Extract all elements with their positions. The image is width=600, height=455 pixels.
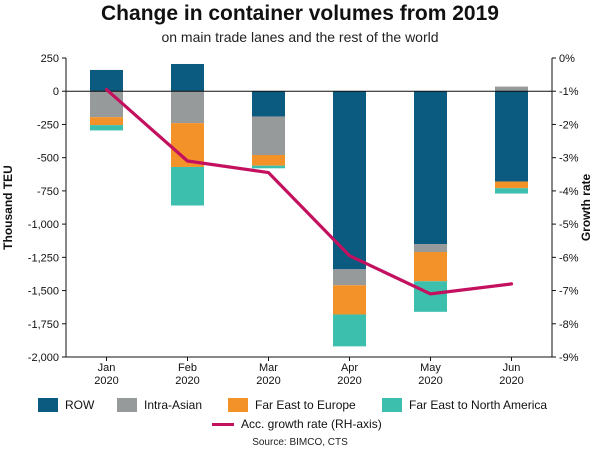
bar-far-east-to-north-america-jun: [495, 188, 528, 194]
legend-item-intra-asian: Intra-Asian: [117, 398, 202, 412]
bar-intra-asian-jan: [90, 91, 123, 118]
legend-label-growth-rate: Acc. growth rate (RH-axis): [241, 417, 382, 431]
y-tick-label: -1,250: [28, 252, 59, 264]
bar-row-jun: [495, 91, 528, 182]
x-tick-label-month: Jan: [98, 362, 116, 374]
chart-title: Change in container volumes from 2019: [101, 2, 499, 25]
bar-far-east-to-north-america-mar: [252, 165, 285, 169]
x-tick-label-month: Apr: [341, 362, 358, 374]
x-tick-label-month: Mar: [259, 362, 278, 374]
bar-row-jan: [90, 69, 123, 92]
bar-far-east-to-north-america-may: [414, 281, 447, 312]
legend-swatch-far-east-europe: [228, 398, 248, 412]
y-tick-label: -2,000: [28, 352, 59, 364]
y2-tick-label: -9%: [559, 352, 579, 364]
y2-tick-label: -2%: [559, 119, 579, 131]
bar-intra-asian-may: [414, 244, 447, 253]
legend-label-far-east-europe: Far East to Europe: [255, 398, 356, 412]
legend-item-growth-rate: Acc. growth rate (RH-axis): [212, 417, 382, 431]
x-tick-label-month: Feb: [178, 362, 197, 374]
legend-label-row: ROW: [65, 398, 95, 412]
x-tick-label-year: 2020: [337, 375, 361, 387]
chart-subtitle: on main trade lanes and the rest of the …: [161, 29, 439, 45]
bar-far-east-to-europe-may: [414, 252, 447, 282]
bar-far-east-to-north-america-apr: [333, 314, 366, 347]
y-tick-label: -250: [37, 119, 59, 131]
x-tick-label-year: 2020: [175, 375, 199, 387]
chart-plot-svg: 250 0 -250 -500 -750 -1,000 -1,250 -1,500 -1,750…: [1, 53, 593, 387]
y-tick-label: -750: [37, 186, 59, 198]
y-tick-label: -1,750: [28, 319, 59, 331]
bar-intra-asian-jun: [495, 86, 528, 92]
bar-row-may: [414, 91, 447, 245]
y2-tick-label: -1%: [559, 86, 579, 98]
y-tick-label: -1,000: [28, 219, 59, 231]
y2-tick-label: -7%: [559, 286, 579, 298]
legend-label-far-east-north-america: Far East to North America: [409, 398, 548, 412]
y-tick-label: 250: [41, 53, 59, 65]
x-tick-label-year: 2020: [94, 375, 118, 387]
y2-tick-label: 0%: [559, 53, 575, 65]
y2-tick-label: -3%: [559, 153, 579, 165]
legend-swatch-far-east-north-america: [382, 398, 402, 412]
y-tick-label: -1,500: [28, 286, 59, 298]
y2-tick-label: -8%: [559, 319, 579, 331]
bar-far-east-to-north-america-feb: [171, 166, 204, 206]
source-note: Source: BIMCO, CTS: [252, 437, 348, 448]
legend-label-intra-asian: Intra-Asian: [144, 398, 203, 412]
y-tick-label: 0: [53, 86, 59, 98]
legend-swatch-growth-rate: [212, 422, 234, 426]
bar-row-feb: [171, 63, 204, 92]
growth-rate-line: [104, 87, 514, 296]
y2-tick-label: -6%: [559, 252, 579, 264]
bar-far-east-to-europe-mar: [252, 155, 285, 166]
bar-intra-asian-feb: [171, 91, 204, 124]
y-axis-title: Thousand TEU: [1, 165, 15, 250]
x-tick-label-year: 2020: [256, 375, 280, 387]
x-tick-label-month: May: [420, 362, 441, 374]
bar-far-east-to-europe-jan: [90, 117, 123, 126]
x-tick-label-year: 2020: [499, 375, 523, 387]
x-tick-label-month: Jun: [503, 362, 521, 374]
bar-far-east-to-europe-jun: [495, 181, 528, 189]
legend-item-far-east-europe: Far East to Europe: [228, 398, 356, 412]
bar-row-mar: [252, 91, 285, 117]
y2-tick-label: -5%: [559, 219, 579, 231]
legend-item-far-east-north-america: Far East to North America: [382, 398, 547, 412]
y2-axis-title: Growth rate: [579, 174, 593, 242]
bar-far-east-to-north-america-jan: [90, 125, 123, 131]
legend-item-row: ROW: [38, 398, 94, 412]
bar-row-apr: [333, 91, 366, 270]
bar-intra-asian-mar: [252, 116, 285, 156]
x-tick-label-year: 2020: [418, 375, 442, 387]
legend-swatch-intra-asian: [117, 398, 137, 412]
bar-far-east-to-europe-apr: [333, 285, 366, 315]
y2-tick-label: -4%: [559, 186, 579, 198]
bar-intra-asian-apr: [333, 269, 366, 286]
legend-swatch-row: [38, 398, 58, 412]
y-tick-label: -500: [37, 153, 59, 165]
